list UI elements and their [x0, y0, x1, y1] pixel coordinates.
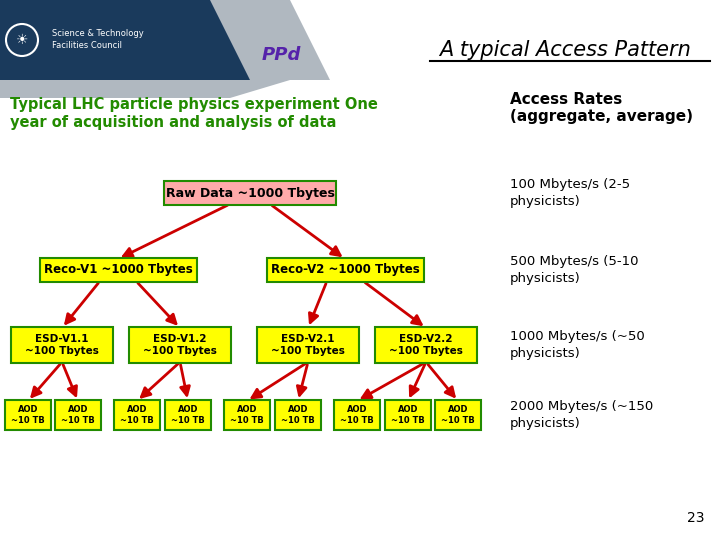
Text: Reco-V1 ~1000 Tbytes: Reco-V1 ~1000 Tbytes — [44, 264, 192, 276]
FancyBboxPatch shape — [40, 258, 197, 282]
Text: 23: 23 — [688, 511, 705, 525]
Text: 2000 Mbytes/s (~150
physicists): 2000 Mbytes/s (~150 physicists) — [510, 400, 653, 430]
Text: 100 Mbytes/s (2-5
physicists): 100 Mbytes/s (2-5 physicists) — [510, 178, 630, 208]
FancyBboxPatch shape — [385, 400, 431, 430]
Text: Science & Technology: Science & Technology — [52, 29, 144, 37]
FancyBboxPatch shape — [165, 400, 211, 430]
Text: Typical LHC particle physics experiment One: Typical LHC particle physics experiment … — [10, 98, 378, 112]
Text: ☀: ☀ — [16, 33, 28, 47]
Text: ESD-V1.1
~100 Tbytes: ESD-V1.1 ~100 Tbytes — [25, 334, 99, 356]
FancyBboxPatch shape — [5, 400, 51, 430]
Text: AOD
~10 TB: AOD ~10 TB — [340, 406, 374, 424]
FancyBboxPatch shape — [55, 400, 101, 430]
Text: AOD
~10 TB: AOD ~10 TB — [441, 406, 475, 424]
Text: Facilities Council: Facilities Council — [52, 42, 122, 51]
Text: Access Rates: Access Rates — [510, 92, 622, 107]
Polygon shape — [210, 0, 330, 80]
FancyBboxPatch shape — [334, 400, 380, 430]
Bar — [0, 0, 720, 80]
Text: 500 Mbytes/s (5-10
physicists): 500 Mbytes/s (5-10 physicists) — [510, 255, 639, 285]
Text: (aggregate, average): (aggregate, average) — [510, 110, 693, 125]
FancyBboxPatch shape — [164, 181, 336, 205]
Text: year of acquisition and analysis of data: year of acquisition and analysis of data — [10, 114, 336, 130]
FancyBboxPatch shape — [114, 400, 160, 430]
FancyBboxPatch shape — [129, 327, 231, 363]
Text: A typical Access Pattern: A typical Access Pattern — [439, 40, 691, 60]
FancyBboxPatch shape — [375, 327, 477, 363]
Text: AOD
~10 TB: AOD ~10 TB — [120, 406, 154, 424]
Text: Raw Data ~1000 Tbytes: Raw Data ~1000 Tbytes — [166, 186, 334, 199]
Text: AOD
~10 TB: AOD ~10 TB — [281, 406, 315, 424]
FancyBboxPatch shape — [266, 258, 423, 282]
Text: AOD
~10 TB: AOD ~10 TB — [391, 406, 425, 424]
Text: AOD
~10 TB: AOD ~10 TB — [230, 406, 264, 424]
Text: 1000 Mbytes/s (~50
physicists): 1000 Mbytes/s (~50 physicists) — [510, 330, 644, 360]
Text: AOD
~10 TB: AOD ~10 TB — [61, 406, 95, 424]
FancyBboxPatch shape — [257, 327, 359, 363]
Text: PPd: PPd — [262, 46, 302, 64]
Text: AOD
~10 TB: AOD ~10 TB — [171, 406, 205, 424]
Text: AOD
~10 TB: AOD ~10 TB — [11, 406, 45, 424]
FancyBboxPatch shape — [224, 400, 270, 430]
Polygon shape — [0, 80, 290, 98]
FancyBboxPatch shape — [11, 327, 113, 363]
FancyBboxPatch shape — [275, 400, 321, 430]
Polygon shape — [230, 0, 720, 80]
FancyBboxPatch shape — [435, 400, 481, 430]
Text: ESD-V1.2
~100 Tbytes: ESD-V1.2 ~100 Tbytes — [143, 334, 217, 356]
Text: ESD-V2.1
~100 Tbytes: ESD-V2.1 ~100 Tbytes — [271, 334, 345, 356]
Text: Reco-V2 ~1000 Tbytes: Reco-V2 ~1000 Tbytes — [271, 264, 419, 276]
Text: ESD-V2.2
~100 Tbytes: ESD-V2.2 ~100 Tbytes — [389, 334, 463, 356]
